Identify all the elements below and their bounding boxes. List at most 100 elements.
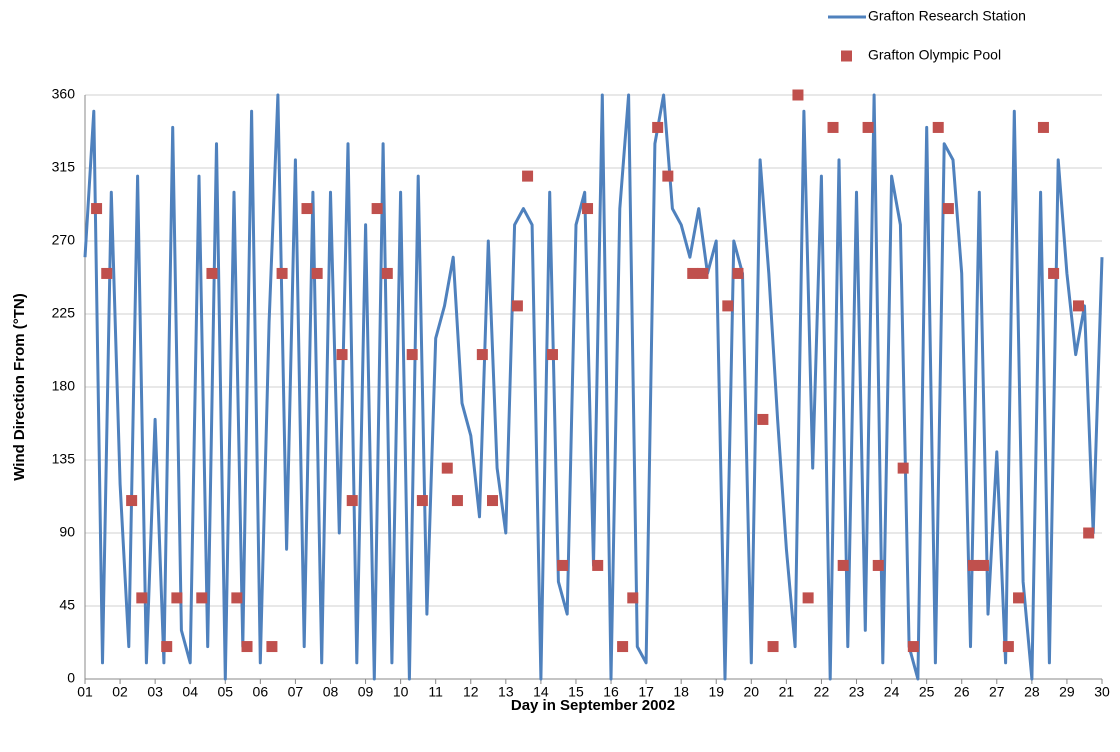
- scatter-point: [757, 413, 769, 425]
- scatter-point: [592, 559, 604, 571]
- scatter-point: [767, 641, 779, 653]
- scatter-point: [687, 267, 699, 279]
- legend-label: Grafton Research Station: [868, 8, 1026, 24]
- scatter-point: [546, 349, 558, 361]
- scatter-point: [732, 267, 744, 279]
- scatter-point: [406, 349, 418, 361]
- x-tick-label: 10: [393, 684, 409, 700]
- scatter-point: [91, 203, 103, 215]
- scatter-point: [1002, 641, 1014, 653]
- x-tick-label: 11: [428, 684, 443, 700]
- scatter-point: [276, 267, 288, 279]
- scatter-point: [371, 203, 383, 215]
- x-tick-label: 27: [989, 684, 1005, 700]
- x-tick-label: 19: [708, 684, 724, 700]
- x-tick-label: 22: [814, 684, 830, 700]
- scatter-point: [627, 592, 639, 604]
- scatter-point: [196, 592, 208, 604]
- y-tick-label: 360: [52, 86, 76, 102]
- x-tick-label: 18: [673, 684, 689, 700]
- y-tick-label: 225: [52, 305, 76, 321]
- x-tick-label: 05: [217, 684, 233, 700]
- scatter-point: [1073, 300, 1085, 312]
- y-tick-label: 90: [59, 524, 75, 540]
- scatter-point: [697, 267, 709, 279]
- x-tick-label: 25: [919, 684, 935, 700]
- scatter-point: [487, 495, 499, 507]
- scatter-point: [662, 170, 674, 182]
- y-axis-label: Wind Direction From (°TN): [11, 293, 28, 481]
- scatter-point: [827, 121, 839, 133]
- x-tick-label: 26: [954, 684, 970, 700]
- x-tick-label: 21: [779, 684, 795, 700]
- scatter-point: [161, 641, 173, 653]
- x-tick-label: 02: [112, 684, 128, 700]
- scatter-point: [932, 121, 944, 133]
- x-tick-label: 28: [1024, 684, 1040, 700]
- scatter-point: [231, 592, 243, 604]
- scatter-point: [942, 203, 954, 215]
- scatter-point: [511, 300, 523, 312]
- x-tick-label: 06: [253, 684, 269, 700]
- scatter-point: [101, 267, 113, 279]
- scatter-point: [476, 349, 488, 361]
- scatter-point: [1048, 267, 1060, 279]
- scatter-point: [652, 121, 664, 133]
- x-tick-label: 16: [603, 684, 619, 700]
- scatter-point: [977, 559, 989, 571]
- x-tick-label: 08: [323, 684, 339, 700]
- x-tick-label: 07: [288, 684, 304, 700]
- scatter-point: [557, 559, 569, 571]
- y-tick-label: 180: [52, 378, 76, 394]
- scatter-point: [136, 592, 148, 604]
- y-tick-label: 0: [67, 670, 75, 686]
- scatter-point: [241, 641, 253, 653]
- scatter-point: [582, 203, 594, 215]
- x-tick-label: 15: [568, 684, 584, 700]
- x-tick-label: 09: [358, 684, 374, 700]
- x-tick-label: 30: [1094, 684, 1110, 700]
- x-tick-label: 13: [498, 684, 514, 700]
- scatter-point: [301, 203, 313, 215]
- x-tick-label: 23: [849, 684, 865, 700]
- scatter-point: [171, 592, 183, 604]
- legend-label: Grafton Olympic Pool: [868, 47, 1001, 63]
- x-axis-label: Day in September 2002: [511, 697, 675, 714]
- x-tick-label: 04: [182, 684, 198, 700]
- x-tick-label: 01: [77, 684, 93, 700]
- scatter-point: [872, 559, 884, 571]
- scatter-point: [967, 559, 979, 571]
- y-tick-label: 135: [52, 451, 76, 467]
- scatter-point: [441, 462, 453, 474]
- scatter-point: [722, 300, 734, 312]
- scatter-point: [416, 495, 428, 507]
- scatter-point: [126, 495, 138, 507]
- scatter-point: [522, 170, 534, 182]
- x-tick-label: 12: [463, 684, 479, 700]
- legend-marker: [841, 50, 852, 62]
- scatter-point: [336, 349, 348, 361]
- x-tick-label: 14: [533, 684, 549, 700]
- x-tick-label: 29: [1059, 684, 1075, 700]
- y-tick-label: 315: [52, 159, 76, 175]
- x-tick-label: 17: [638, 684, 654, 700]
- scatter-point: [802, 592, 814, 604]
- scatter-point: [266, 641, 278, 653]
- scatter-point: [617, 641, 629, 653]
- scatter-point: [897, 462, 909, 474]
- scatter-point: [907, 641, 919, 653]
- scatter-point: [1083, 527, 1095, 539]
- x-tick-label: 20: [744, 684, 760, 700]
- x-tick-label: 24: [884, 684, 900, 700]
- scatter-point: [792, 89, 804, 101]
- scatter-point: [1037, 121, 1049, 133]
- scatter-point: [837, 559, 849, 571]
- y-tick-label: 45: [59, 597, 75, 613]
- scatter-point: [862, 121, 874, 133]
- y-tick-label: 270: [52, 232, 76, 248]
- scatter-point: [346, 495, 358, 507]
- scatter-point: [206, 267, 218, 279]
- scatter-point: [311, 267, 323, 279]
- scatter-point: [451, 495, 463, 507]
